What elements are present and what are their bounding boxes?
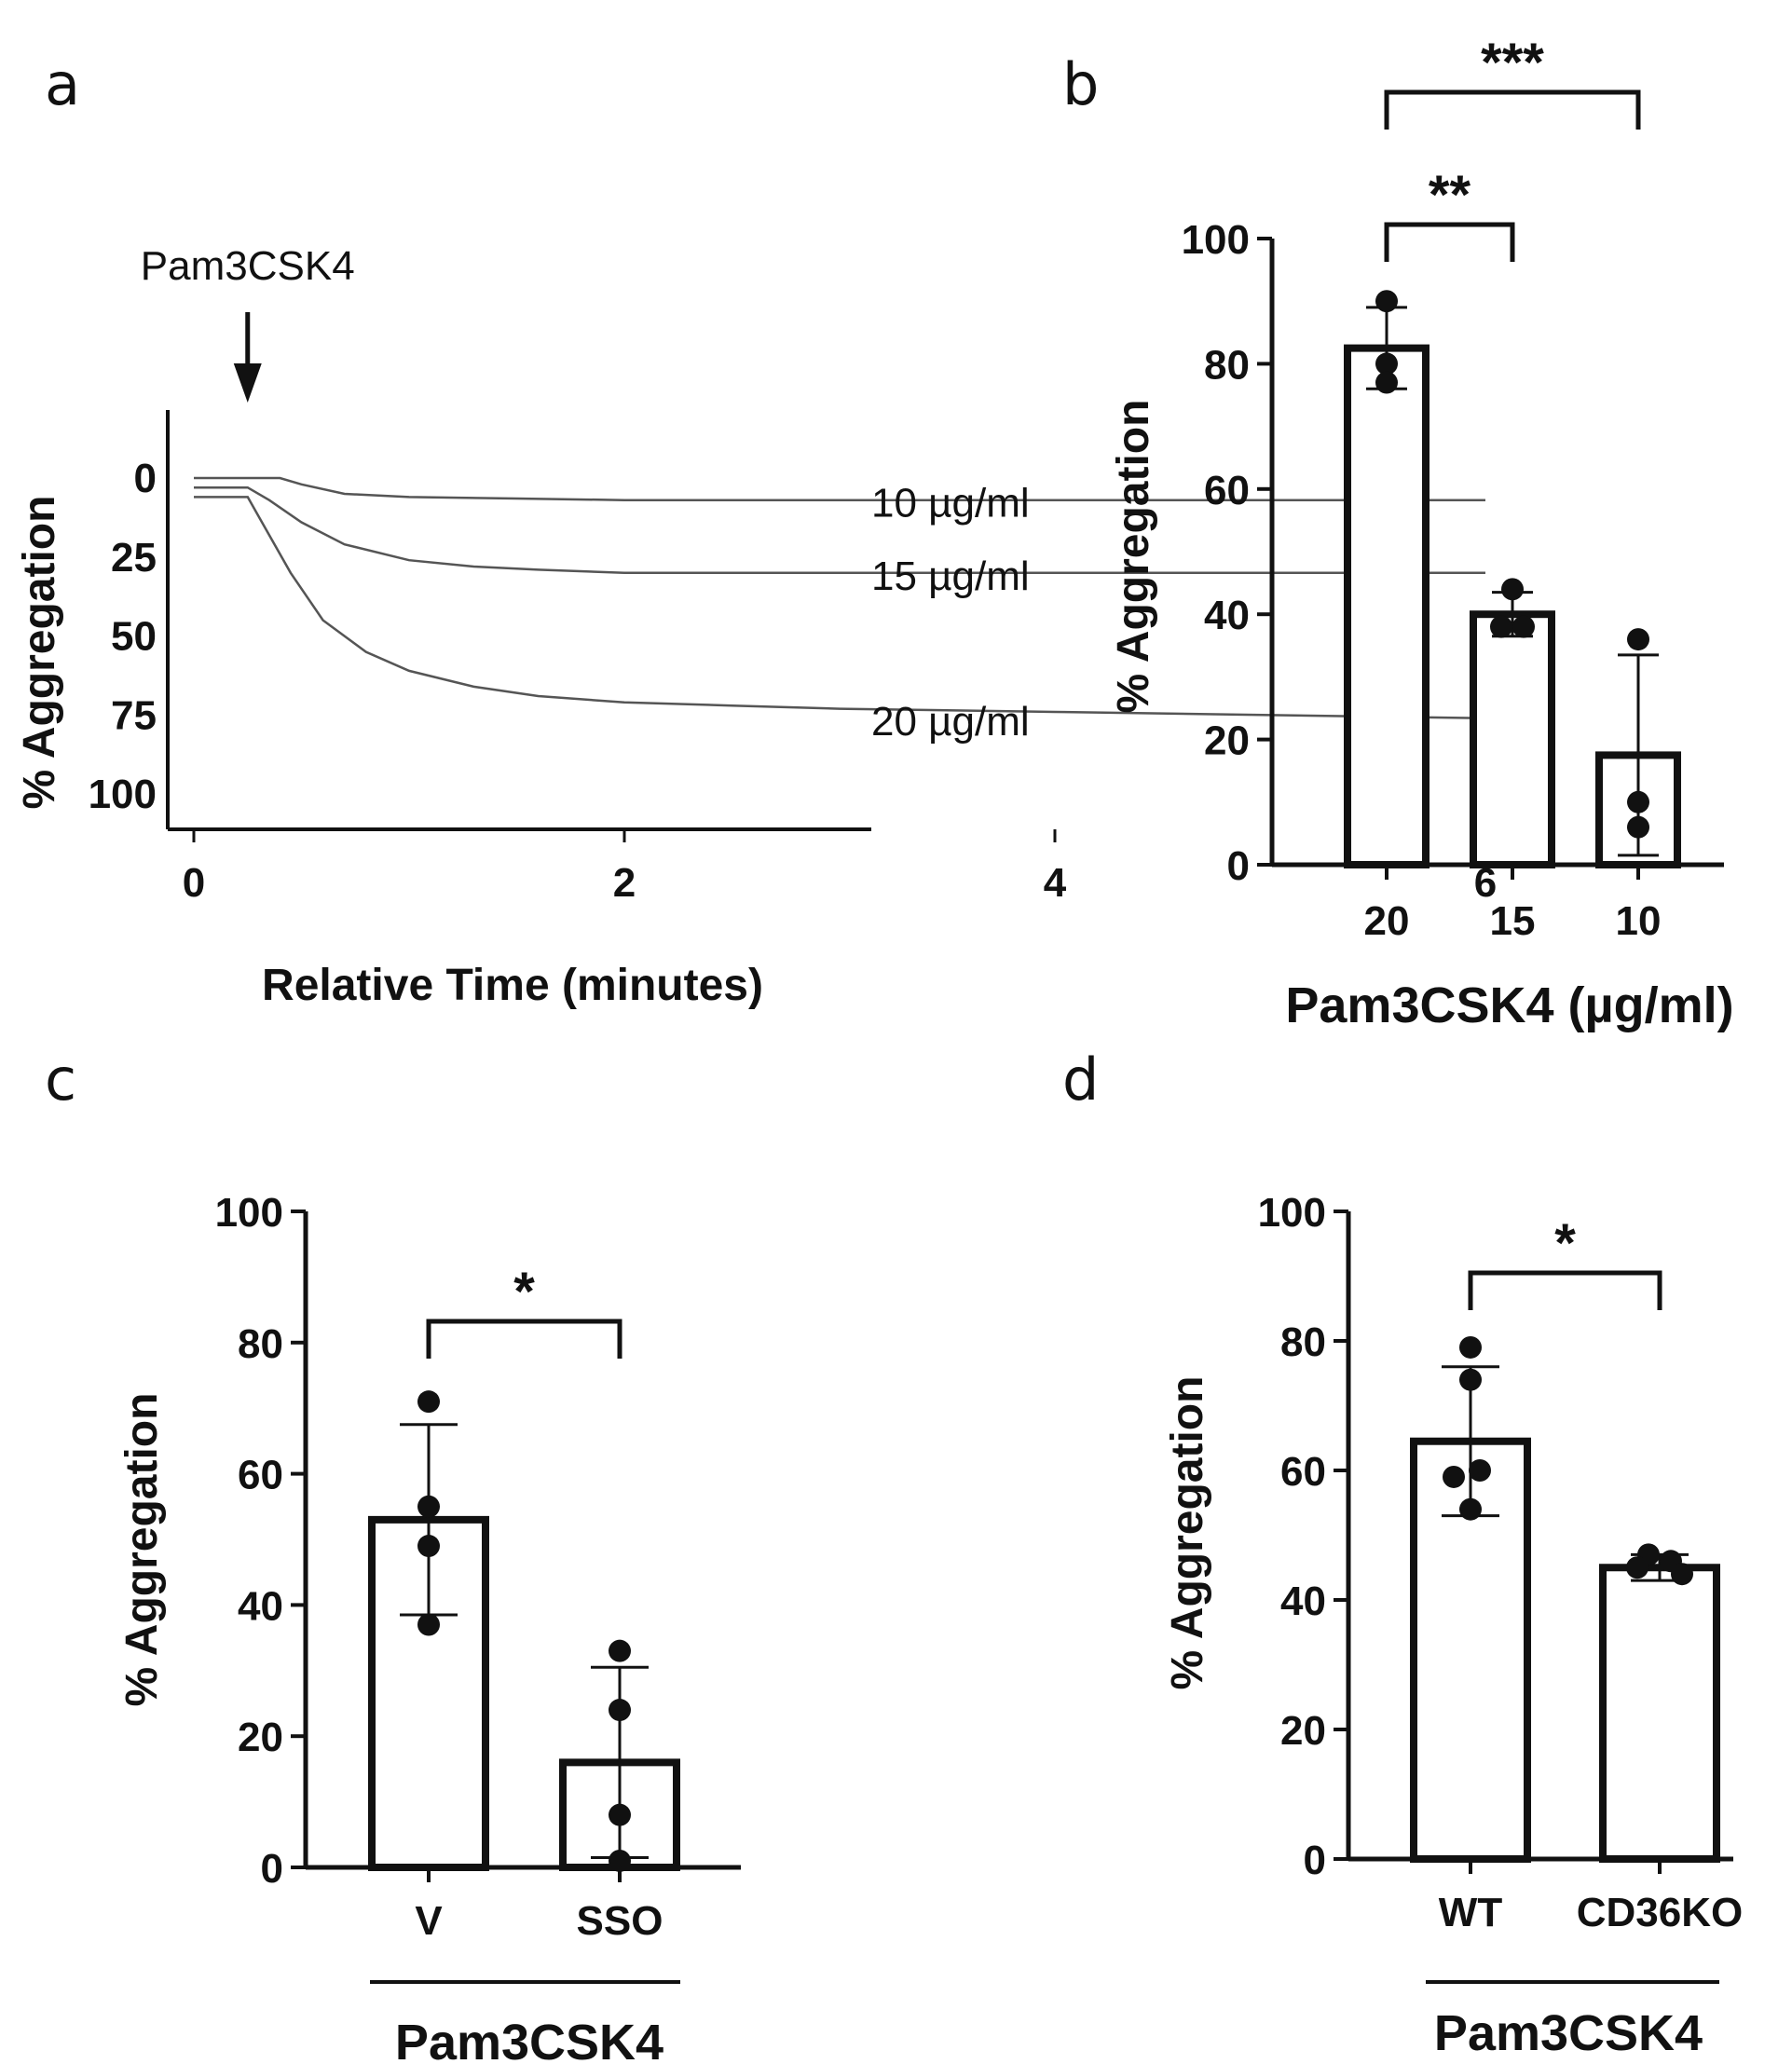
bar [1599, 1564, 1720, 1863]
data-point [417, 1613, 440, 1636]
series-label: 10 µg/ml [871, 481, 1030, 526]
arrow-head [233, 363, 262, 403]
series-line [194, 496, 1486, 720]
x-tick-label: SSO [577, 1898, 663, 1944]
data-point [1375, 352, 1398, 376]
y-tick-label: 20 [1280, 1708, 1326, 1754]
y-tick-label: 0 [134, 456, 157, 501]
data-point [1627, 790, 1649, 813]
data-point [609, 1699, 631, 1722]
y-tick-label: 50 [111, 614, 157, 660]
x-axis-title: Pam3CSK4 (µg/ml) [1285, 977, 1733, 1033]
series-line [194, 485, 1485, 575]
x-tick-label: 4 [1044, 860, 1067, 906]
data-point [1443, 1465, 1465, 1488]
data-point [417, 1535, 440, 1558]
x-axis-title: Relative Time (minutes) [262, 961, 763, 1010]
panel-label-d: d [1062, 1046, 1099, 1114]
y-tick-label: 80 [1204, 342, 1250, 388]
series-label: 15 µg/ml [871, 554, 1030, 599]
data-point [1512, 615, 1535, 638]
y-tick-label: 60 [1204, 468, 1250, 513]
y-tick-label: 40 [238, 1583, 283, 1629]
x-tick-label: V [415, 1898, 443, 1944]
significance-bracket [1468, 1270, 1662, 1310]
significance-stars: *** [1481, 33, 1544, 93]
panel-a-line-chart: Pam3CSK4 % Aggregation Relative Time (mi… [15, 243, 1497, 1010]
data-point [417, 1390, 440, 1414]
y-tick-label: 80 [238, 1321, 283, 1367]
significance-stars: * [513, 1262, 535, 1322]
y-tick-label: 25 [111, 535, 157, 581]
x-tick-label: 0 [183, 860, 205, 906]
data-point [609, 1639, 631, 1662]
data-point [1375, 371, 1398, 394]
data-point [1459, 1335, 1482, 1359]
data-point [1627, 815, 1649, 839]
panel-label-b: b [1062, 50, 1099, 118]
y-axis-title: % Aggregation [1163, 1376, 1212, 1690]
data-point [1375, 290, 1398, 313]
data-point [1627, 628, 1649, 651]
data-point [1626, 1556, 1648, 1579]
data-point [609, 1849, 631, 1872]
panel-b-bar-chart: % Aggregation Pam3CSK4 (µg/ml) 0 20 40 60 80… [1109, 33, 1734, 1033]
series-label: 20 µg/ml [871, 699, 1030, 745]
significance-stars: * [1554, 1213, 1576, 1274]
pam3csk4-annotation: Pam3CSK4 [141, 243, 355, 289]
y-axis-title: % Aggregation [15, 496, 64, 810]
significance-bracket [1384, 89, 1641, 130]
x-tick-label: 15 [1490, 898, 1536, 944]
y-tick-label: 60 [1280, 1449, 1326, 1495]
data-point [1501, 578, 1524, 601]
y-tick-label: 100 [1258, 1190, 1326, 1236]
significance-stars: ** [1429, 165, 1471, 226]
y-tick-label: 20 [238, 1715, 283, 1760]
group-label: Pam3CSK4 [1434, 2005, 1703, 2061]
y-axis-title: % Aggregation [1109, 400, 1158, 714]
data-point [1469, 1459, 1491, 1482]
bar [1344, 344, 1429, 869]
y-tick-label: 0 [1304, 1838, 1326, 1883]
x-tick-label: WT [1439, 1890, 1503, 1935]
data-point [1490, 615, 1512, 638]
bar [1470, 610, 1555, 868]
x-tick-label: 2 [613, 860, 636, 906]
x-tick-label: 10 [1616, 898, 1662, 944]
data-point [1671, 1563, 1693, 1586]
group-label: Pam3CSK4 [395, 2015, 663, 2064]
panel-label-a: a [45, 50, 80, 118]
y-tick-label: 60 [238, 1453, 283, 1498]
data-point [417, 1495, 440, 1518]
y-axis-title: % Aggregation [117, 1393, 167, 1707]
data-point [1459, 1497, 1482, 1521]
significance-bracket [1384, 222, 1515, 262]
y-tick-label: 80 [1280, 1319, 1326, 1365]
y-tick-label: 40 [1280, 1579, 1326, 1624]
y-tick-label: 75 [111, 692, 157, 738]
x-tick-label: 20 [1364, 898, 1410, 944]
y-tick-label: 100 [215, 1190, 283, 1236]
significance-bracket [426, 1319, 622, 1359]
panel-c-bar-chart: % Aggregation Pam3CSK4 0 20 40 60 80 100 V SSO * [117, 1190, 741, 2064]
data-point [609, 1803, 631, 1826]
data-point [1459, 1368, 1482, 1391]
y-tick-label: 40 [1204, 593, 1250, 638]
y-tick-label: 0 [1227, 843, 1250, 889]
y-tick-label: 100 [1182, 217, 1250, 263]
y-tick-label: 20 [1204, 718, 1250, 764]
y-tick-label: 0 [261, 1846, 283, 1892]
x-tick-label: CD36KO [1577, 1890, 1744, 1935]
series-line [194, 476, 1485, 501]
panel-d-bar-chart: % Aggregation Pam3CSK4 0 20 40 60 80 100 WT CD3… [1163, 1190, 1743, 2061]
panel-label-c: c [45, 1046, 76, 1114]
y-tick-label: 100 [89, 772, 157, 817]
